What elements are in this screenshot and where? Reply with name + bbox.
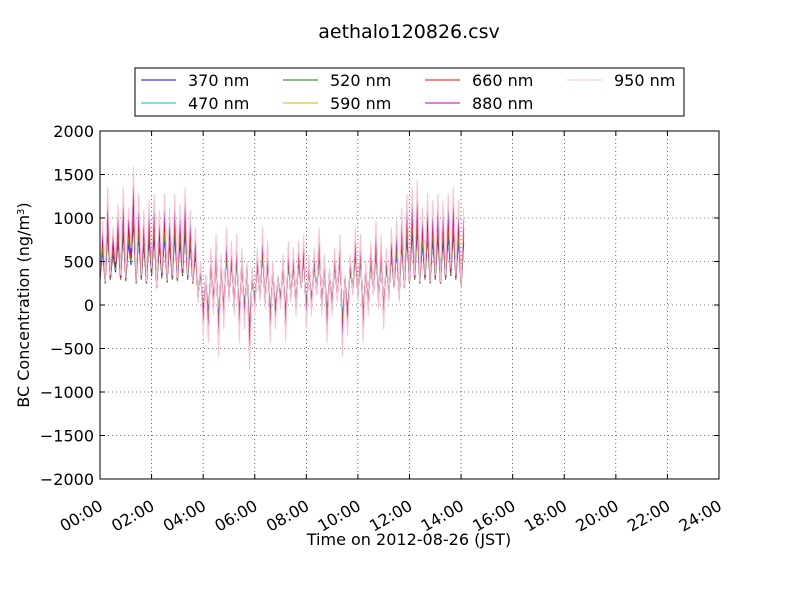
- x-axis-label: Time on 2012-08-26 (JST): [306, 530, 511, 549]
- axis-ticks: [99, 130, 720, 480]
- x-tick-label: 04:00: [160, 496, 209, 536]
- x-tick-label: 08:00: [263, 496, 312, 536]
- legend-label: 370 nm: [188, 71, 249, 90]
- x-tick-label: 24:00: [676, 496, 725, 536]
- grid: [99, 130, 720, 480]
- y-tick-label: −1500: [40, 427, 94, 446]
- legend-label: 470 nm: [188, 94, 249, 113]
- legend-frame: [134, 67, 685, 117]
- x-tick-label: 20:00: [572, 496, 621, 536]
- x-tick-label: 02:00: [108, 496, 157, 536]
- y-tick-labels: −2000 −1500 −1000 −500 0 500 1000 1500 2000: [40, 122, 94, 489]
- y-axis-label-main: BC Concentration (ng/m: [14, 215, 33, 408]
- y-tick-label: −1000: [40, 383, 94, 402]
- y-tick-label: −500: [50, 340, 94, 359]
- x-tick-label: 22:00: [624, 496, 673, 536]
- legend-label: 950 nm: [614, 71, 675, 90]
- x-tick-label: 00:00: [57, 496, 106, 536]
- y-tick-label: 1000: [53, 209, 94, 228]
- y-tick-label: 2000: [53, 122, 94, 141]
- chart-title: aethalo120826.csv: [318, 21, 500, 43]
- y-tick-label: 500: [63, 253, 94, 272]
- y-tick-label: 1500: [53, 166, 94, 185]
- legend: 370 nm 470 nm 520 nm 590 nm 660 nm 880 nm 950 …: [134, 67, 685, 117]
- series-line-950-nm: [99, 166, 465, 370]
- y-axis-label: BC Concentration (ng/m3): [14, 202, 33, 407]
- x-tick-label: 18:00: [521, 496, 570, 536]
- legend-label: 660 nm: [472, 71, 533, 90]
- legend-items: 370 nm 470 nm 520 nm 590 nm 660 nm 880 nm 950 …: [141, 71, 675, 113]
- x-tick-label: 06:00: [211, 496, 260, 536]
- legend-label: 590 nm: [330, 94, 391, 113]
- legend-label: 520 nm: [330, 71, 391, 90]
- series-lines: [99, 166, 465, 370]
- y-tick-label: −2000: [40, 470, 94, 489]
- y-tick-label: 0: [84, 296, 94, 315]
- y-axis-label-sup: 3: [16, 209, 27, 215]
- y-axis-label-tail: ): [14, 202, 33, 208]
- legend-label: 880 nm: [472, 94, 533, 113]
